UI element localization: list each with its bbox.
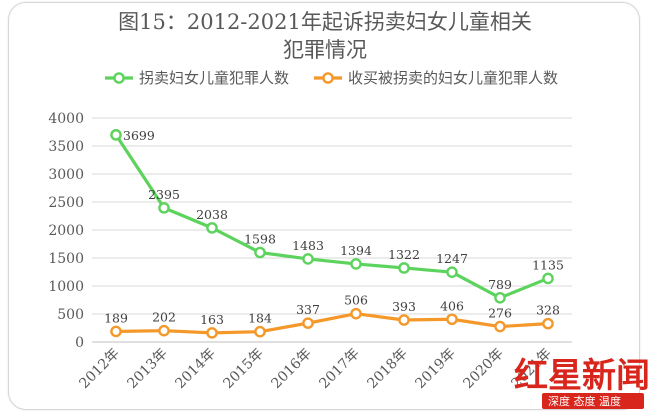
data-label: 1394 [340, 243, 372, 258]
x-tick-label: 2016年 [268, 346, 314, 392]
y-tick-label: 1500 [48, 251, 84, 267]
y-tick-label: 1000 [48, 279, 84, 295]
series-line-2 [115, 312, 549, 335]
data-label: 393 [392, 299, 416, 314]
data-point [542, 272, 554, 285]
data-label: 1483 [292, 238, 324, 253]
data-point [398, 262, 410, 274]
y-tick-label: 4000 [48, 111, 84, 127]
x-tick-label: 2020年 [460, 346, 506, 392]
data-point [302, 253, 314, 265]
legend-swatch-marker [322, 72, 334, 84]
chart-title-line-2: 犯罪情况 [283, 38, 367, 62]
data-point [254, 325, 266, 338]
x-tick-label: 2012年 [76, 346, 122, 392]
series-line-1 [114, 133, 549, 300]
data-label: 337 [296, 302, 320, 317]
x-tick-label: 2017年 [316, 346, 362, 392]
data-point [398, 314, 410, 326]
data-label: 1598 [244, 232, 276, 247]
data-label: 1135 [532, 257, 564, 272]
y-tick-label: 3500 [48, 139, 84, 155]
x-tick-label: 2015年 [220, 346, 266, 392]
data-point [158, 202, 170, 214]
data-point [302, 317, 314, 329]
data-label: 1247 [436, 251, 468, 266]
data-point [206, 327, 218, 339]
legend-label: 拐卖妇女儿童犯罪人数 [139, 69, 289, 87]
data-label: 163 [200, 312, 224, 327]
data-point [446, 313, 458, 326]
watermark-caption: 深度 态度 温度 [548, 394, 621, 408]
x-tick-label: 2018年 [364, 346, 410, 392]
data-point [446, 266, 458, 278]
x-tick-label: 2014年 [172, 346, 218, 392]
data-point [542, 317, 554, 330]
data-point [110, 129, 122, 141]
data-point [110, 325, 122, 338]
data-point [254, 246, 266, 259]
watermark-brand: 红星新闻 [514, 356, 648, 396]
brand-watermark: 红星新闻 深度 态度 温度 [514, 356, 648, 409]
data-label: 2038 [196, 207, 228, 222]
chart-title-line-1: 图15：2012-2021年起诉拐卖妇女儿童相关 [118, 10, 532, 34]
data-label: 328 [536, 303, 560, 318]
x-tick-label: 2013年 [124, 346, 170, 392]
data-label: 1322 [388, 247, 420, 262]
data-label: 789 [488, 277, 512, 292]
watermark-caption-bar [542, 393, 644, 409]
y-tick-label: 0 [75, 335, 84, 351]
data-label: 506 [344, 293, 368, 308]
data-label: 3699 [123, 128, 155, 143]
data-label: 189 [104, 310, 128, 325]
legend-label: 收买被拐卖的妇女儿童犯罪人数 [348, 69, 558, 87]
data-point [158, 324, 170, 337]
y-tick-label: 2000 [48, 223, 84, 239]
data-label: 2395 [148, 187, 180, 202]
data-point [350, 258, 362, 270]
data-label: 276 [488, 306, 512, 321]
data-point [206, 222, 218, 234]
y-tick-label: 500 [57, 307, 84, 323]
data-point [494, 292, 506, 304]
legend-swatch-marker [113, 72, 125, 84]
data-point [494, 320, 506, 333]
data-label: 406 [440, 298, 464, 313]
data-point [350, 307, 362, 320]
y-tick-label: 2500 [48, 195, 84, 211]
data-label: 184 [248, 311, 272, 326]
x-tick-label: 2019年 [412, 346, 458, 392]
data-label: 202 [152, 310, 176, 325]
y-tick-label: 3000 [48, 167, 84, 183]
